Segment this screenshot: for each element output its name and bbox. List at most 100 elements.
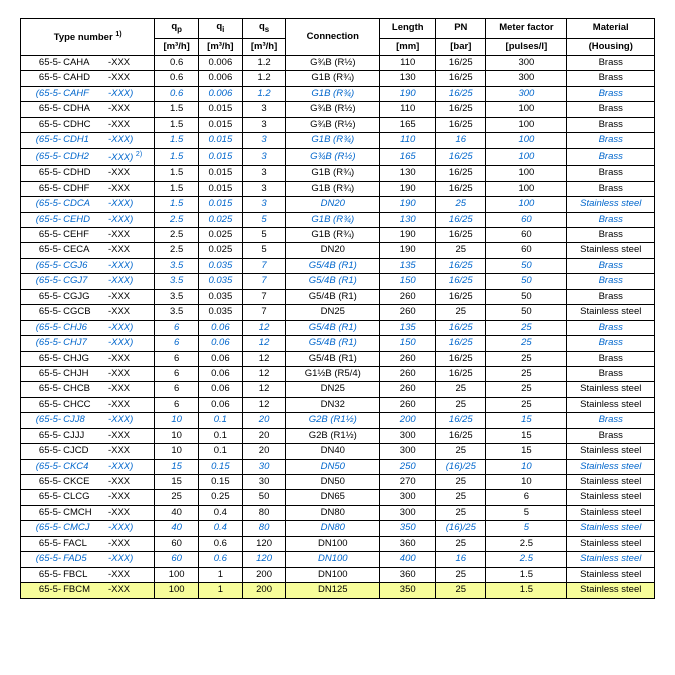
cell-len: 300	[380, 444, 436, 459]
cell-conn: G1B (R¾)	[286, 86, 380, 101]
cell-code: CDH2	[61, 148, 108, 166]
hdr-pn: PN	[436, 19, 486, 39]
cell-qi: 0.015	[199, 181, 243, 196]
cell-qs: 50	[242, 490, 286, 505]
cell-suffix: -XXX	[108, 583, 155, 598]
cell-mf: 300	[486, 56, 567, 71]
cell-len: 165	[380, 148, 436, 166]
cell-suffix: -XXX	[108, 102, 155, 117]
cell-prefix: 65-5-	[21, 444, 62, 459]
hdr-length-unit: [mm]	[380, 38, 436, 55]
cell-len: 400	[380, 552, 436, 567]
cell-mat: Brass	[567, 148, 655, 166]
table-row: 65-5-CHCB-XXX60.0612DN252602525Stainless…	[21, 382, 655, 397]
cell-mf: 15	[486, 428, 567, 443]
cell-qp: 3.5	[155, 305, 199, 320]
cell-suffix: -XXX	[108, 428, 155, 443]
cell-conn: G5/4B (R1)	[286, 320, 380, 335]
hdr-pn-unit: [bar]	[436, 38, 486, 55]
hdr-type-number: Type number 1)	[21, 19, 155, 56]
cell-mat: Stainless steel	[567, 583, 655, 598]
cell-conn: DN20	[286, 197, 380, 212]
cell-qi: 0.1	[199, 428, 243, 443]
cell-pn: 25	[436, 490, 486, 505]
cell-pn: 16/25	[436, 320, 486, 335]
hdr-length: Length	[380, 19, 436, 39]
cell-mat: Stainless steel	[567, 521, 655, 536]
cell-conn: G5/4B (R1)	[286, 289, 380, 304]
table-row: (65-5-CHJ7-XXX)60.0612G5/4B (R1)15016/25…	[21, 336, 655, 351]
cell-code: CAHF	[61, 86, 108, 101]
cell-prefix: 65-5-	[21, 71, 62, 86]
cell-qi: 0.6	[199, 536, 243, 551]
cell-suffix: -XXX	[108, 475, 155, 490]
cell-len: 270	[380, 475, 436, 490]
cell-qs: 12	[242, 336, 286, 351]
cell-qp: 1.5	[155, 197, 199, 212]
cell-conn: G¾B (R½)	[286, 56, 380, 71]
cell-prefix: 65-5-	[21, 351, 62, 366]
cell-mat: Brass	[567, 320, 655, 335]
cell-qi: 0.4	[199, 505, 243, 520]
cell-mf: 10	[486, 475, 567, 490]
cell-qs: 3	[242, 197, 286, 212]
cell-qp: 60	[155, 536, 199, 551]
cell-qi: 0.15	[199, 459, 243, 474]
cell-suffix: -XXX)	[108, 521, 155, 536]
cell-prefix: (65-5-	[21, 274, 62, 289]
cell-conn: G1B (R¾)	[286, 133, 380, 148]
hdr-qs: qs	[242, 19, 286, 39]
cell-qs: 3	[242, 181, 286, 196]
cell-code: CJJ8	[61, 413, 108, 428]
table-row: (65-5-CJJ8-XXX)100.120G2B (R1½)20016/251…	[21, 413, 655, 428]
cell-code: CECA	[61, 243, 108, 258]
cell-suffix: -XXX	[108, 382, 155, 397]
cell-mf: 50	[486, 274, 567, 289]
hdr-mf-unit: [pulses/l]	[486, 38, 567, 55]
cell-code: CHJ6	[61, 320, 108, 335]
cell-code: CJCD	[61, 444, 108, 459]
hdr-meter-factor: Meter factor	[486, 19, 567, 39]
cell-qp: 25	[155, 490, 199, 505]
cell-len: 190	[380, 243, 436, 258]
cell-mat: Brass	[567, 366, 655, 381]
cell-len: 135	[380, 320, 436, 335]
cell-suffix: -XXX	[108, 181, 155, 196]
cell-pn: 16/25	[436, 71, 486, 86]
cell-qs: 3	[242, 166, 286, 181]
cell-qi: 0.4	[199, 521, 243, 536]
cell-conn: DN125	[286, 583, 380, 598]
cell-pn: 16/25	[436, 258, 486, 273]
table-row: (65-5-CHJ6-XXX)60.0612G5/4B (R1)13516/25…	[21, 320, 655, 335]
table-row: 65-5-FACL-XXX600.6120DN100360252.5Stainl…	[21, 536, 655, 551]
cell-prefix: 65-5-	[21, 228, 62, 243]
cell-conn: G5/4B (R1)	[286, 351, 380, 366]
cell-prefix: (65-5-	[21, 86, 62, 101]
cell-qs: 5	[242, 243, 286, 258]
cell-qp: 2.5	[155, 212, 199, 227]
cell-code: CEHD	[61, 212, 108, 227]
cell-suffix: -XXX	[108, 567, 155, 582]
cell-qp: 6	[155, 351, 199, 366]
cell-conn: DN25	[286, 382, 380, 397]
cell-qs: 120	[242, 552, 286, 567]
table-row: 65-5-CJCD-XXX100.120DN403002515Stainless…	[21, 444, 655, 459]
table-body: 65-5-CAHA-XXX0.60.0061.2G¾B (R½)11016/25…	[21, 56, 655, 598]
cell-len: 200	[380, 413, 436, 428]
cell-suffix: -XXX	[108, 71, 155, 86]
cell-qi: 0.025	[199, 212, 243, 227]
cell-prefix: 65-5-	[21, 181, 62, 196]
cell-pn: 25	[436, 444, 486, 459]
cell-qs: 12	[242, 397, 286, 412]
cell-mf: 1.5	[486, 583, 567, 598]
cell-prefix: 65-5-	[21, 567, 62, 582]
cell-qi: 0.06	[199, 351, 243, 366]
cell-qp: 0.6	[155, 56, 199, 71]
cell-qp: 1.5	[155, 117, 199, 132]
cell-prefix: (65-5-	[21, 521, 62, 536]
cell-len: 190	[380, 86, 436, 101]
cell-pn: 25	[436, 536, 486, 551]
table-row: (65-5-CMCJ-XXX)400.480DN80350(16)/255Sta…	[21, 521, 655, 536]
cell-qi: 0.06	[199, 320, 243, 335]
cell-mf: 100	[486, 102, 567, 117]
